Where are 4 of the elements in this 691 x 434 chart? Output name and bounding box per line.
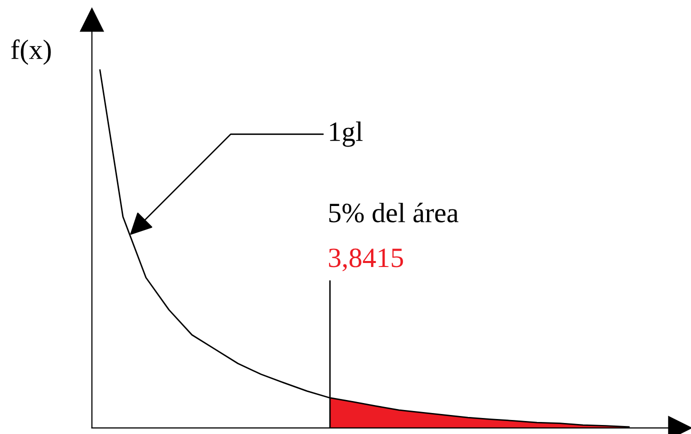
annotation: 3,8415 (329, 248, 403, 272)
annotation: 1gl (330, 122, 363, 147)
y-axis-title: f(x) (11, 39, 51, 65)
annotation: 5% del área (329, 202, 458, 222)
